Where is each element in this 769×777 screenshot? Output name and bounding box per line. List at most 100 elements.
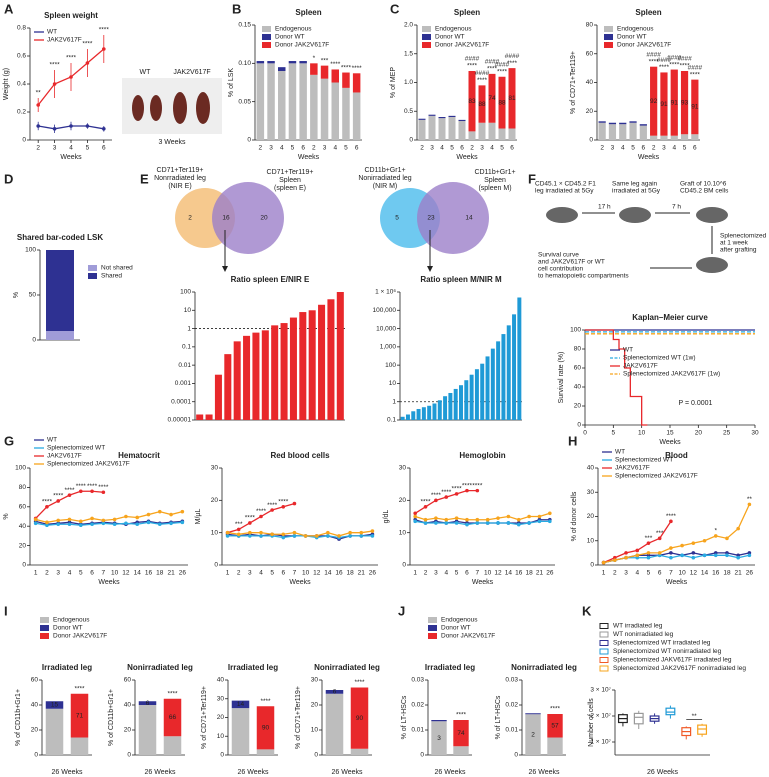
x-tick-label: 5: [612, 430, 616, 437]
point: [281, 535, 286, 540]
point: [85, 61, 90, 65]
point: [259, 514, 263, 519]
legend-swatch: [604, 26, 613, 32]
x-tick-label: 1: [413, 570, 417, 577]
y-tick-label: 30: [587, 489, 595, 496]
y-tick-label: 0.0001: [171, 398, 191, 405]
point: [259, 530, 263, 535]
bar-segment: [320, 78, 329, 140]
x-tick-label: 6: [460, 145, 464, 152]
x-tick-label: 4: [490, 145, 494, 152]
bar-segment: [418, 119, 426, 140]
x-tick-label: 4: [333, 145, 337, 152]
y-tick-label: 40: [217, 677, 225, 684]
x-tick-label: 6: [658, 570, 662, 577]
y-tick-label: 100,000: [373, 307, 397, 314]
bar: [299, 312, 307, 420]
chart-title: Nonirradiated leg: [127, 663, 193, 672]
point: [180, 509, 185, 514]
point: [67, 493, 72, 497]
point: [314, 534, 319, 538]
venn-count: 2: [188, 215, 192, 222]
bar: [205, 414, 213, 420]
y-tick-label: 30: [311, 677, 319, 684]
point: [56, 499, 61, 503]
legend-swatch: [422, 42, 431, 48]
legend-label: Splenectomized JAK2V617F: [615, 473, 698, 480]
x-tick-label: 10: [678, 570, 686, 577]
point: [169, 521, 173, 526]
step-text: 7 h: [672, 204, 681, 211]
x-tick-label: 21: [536, 570, 544, 577]
x-tick-label: 4: [444, 570, 448, 577]
x-tick-label: 2: [613, 570, 617, 577]
point: [725, 536, 729, 541]
bar: [427, 405, 432, 420]
point: [69, 124, 73, 128]
point: [713, 534, 718, 538]
bar: [469, 374, 474, 420]
legend-label: Shared: [101, 273, 122, 280]
point: [56, 518, 61, 523]
bar-segment: [46, 250, 74, 331]
significance: ****: [74, 685, 85, 692]
x-tick-label: 4: [440, 145, 444, 152]
legend-label: Splenectomized JAK2V617F nonirradiated l…: [613, 665, 746, 672]
x-tick-label: 16: [335, 570, 343, 577]
y-tick-label: 60: [31, 677, 39, 684]
image-caption: 3 Weeks: [158, 139, 186, 146]
bar: [271, 325, 279, 420]
bar-segment: [352, 73, 361, 93]
segment-label: 3: [437, 735, 441, 742]
bar: [233, 341, 241, 420]
x-axis-label: 26 Weeks: [647, 769, 678, 776]
y-tick-label: 0: [22, 562, 26, 569]
x-tick-label: 14: [701, 570, 709, 577]
step-text: Graft of 10.10^6: [680, 181, 727, 188]
y-tick-label: 30: [217, 695, 225, 702]
legend-label: JAK2V617F: [615, 465, 650, 472]
box: [697, 724, 708, 735]
bar-segment: [267, 61, 275, 64]
bar: [517, 297, 522, 420]
y-axis-label: g/dL: [383, 510, 390, 524]
point: [135, 515, 140, 520]
point: [444, 521, 449, 525]
segment-label: 93: [681, 99, 689, 106]
venn-count: 16: [222, 215, 230, 222]
x-tick-label: 12: [122, 570, 130, 577]
segment-label: 91: [660, 101, 668, 108]
x-tick-label: 6: [90, 570, 94, 577]
legend-swatch: [422, 34, 431, 40]
x-tick-label: 3: [624, 570, 628, 577]
y-tick-label: 100: [570, 327, 581, 334]
point: [475, 517, 480, 522]
y-tick-label: 60: [19, 504, 27, 511]
x-axis-label: Weeks: [638, 154, 660, 161]
significance: ****: [497, 68, 508, 75]
x-tick-label: 6: [102, 145, 106, 152]
x-tick-label: 3: [480, 145, 484, 152]
legend-swatch: [262, 42, 271, 48]
segment-label: 74: [488, 95, 496, 102]
x-tick-label: 14: [505, 570, 513, 577]
bar: [411, 411, 416, 420]
bar-segment: [639, 125, 647, 140]
y-tick-label: 0.15: [238, 22, 251, 29]
bar-segment: [660, 72, 668, 136]
significance: ****: [260, 698, 271, 705]
bar: [243, 335, 251, 420]
x-tick-label: 16: [145, 570, 153, 577]
point: [359, 534, 364, 538]
bar-segment: [629, 121, 637, 123]
x-tick-label: 3: [56, 570, 60, 577]
point: [292, 501, 297, 506]
point: [496, 516, 500, 520]
chart-title: Irradiated leg: [42, 663, 92, 672]
chart-title: Spleen: [635, 8, 661, 17]
legend-label: JAK2V617F: [47, 453, 82, 460]
significance: ****: [167, 690, 178, 697]
point: [669, 519, 673, 524]
bar-segment: [325, 690, 344, 694]
bar-segment: [468, 71, 476, 132]
